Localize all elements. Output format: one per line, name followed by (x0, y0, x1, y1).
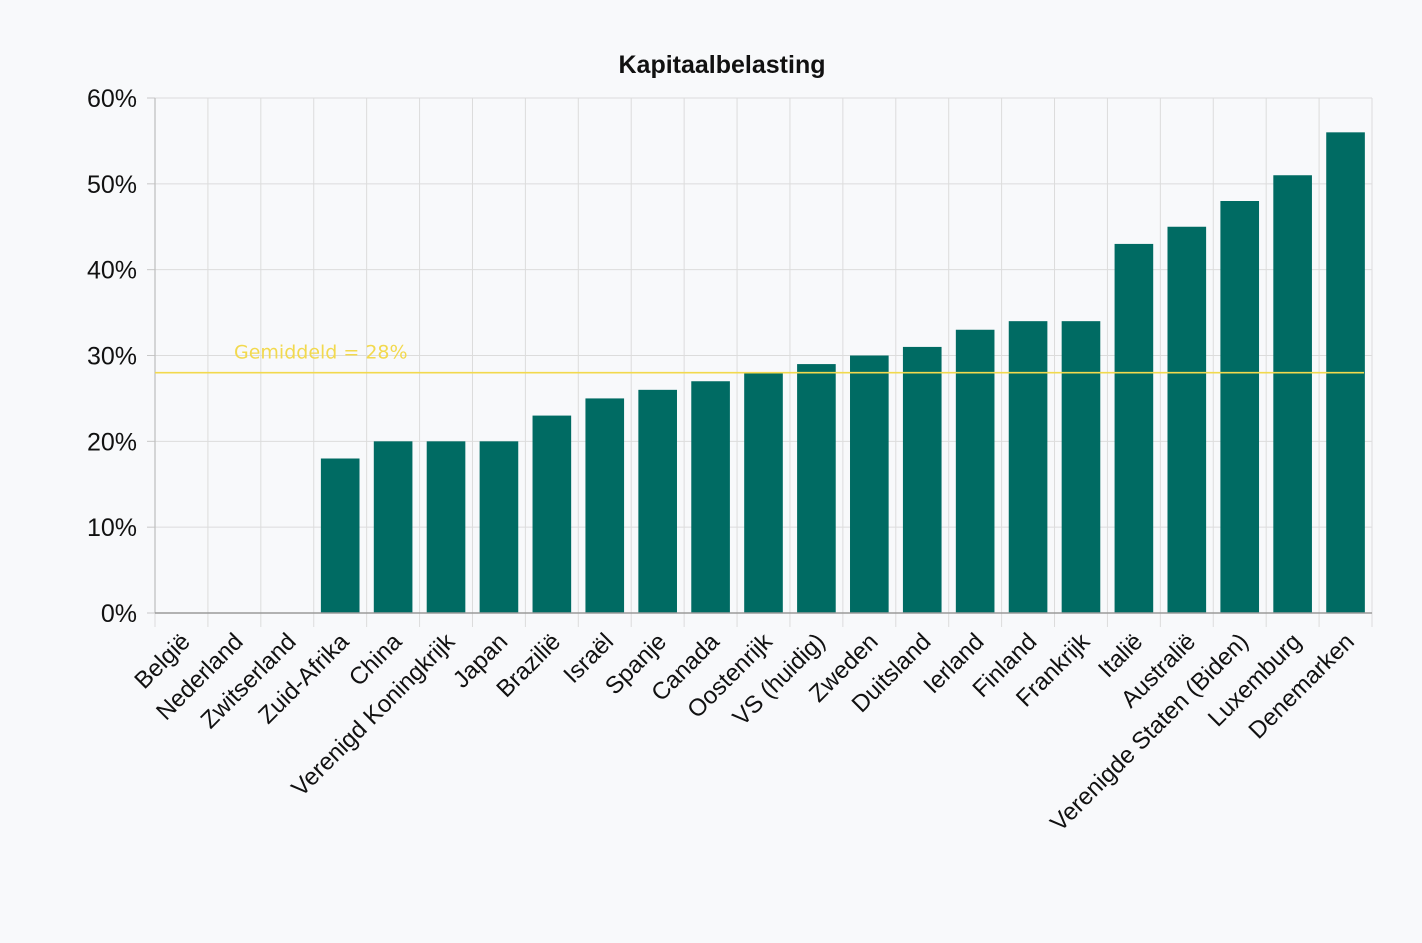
bar (638, 389, 677, 613)
bar (426, 441, 466, 613)
bar (1008, 321, 1048, 613)
y-tick-label: 10% (87, 514, 137, 542)
bar (691, 381, 730, 613)
bar (1061, 321, 1101, 613)
bar (744, 372, 783, 613)
grid (154, 97, 1373, 627)
bars (320, 132, 1365, 614)
bar (955, 329, 995, 613)
bar (373, 441, 413, 613)
bar (479, 441, 519, 613)
y-tick-label: 20% (87, 428, 137, 456)
y-tick-label: 0% (101, 600, 137, 628)
y-tick-label: 30% (87, 343, 137, 371)
bar (320, 458, 360, 613)
bar (797, 364, 836, 613)
bar (1167, 226, 1207, 613)
y-tick-label: 60% (87, 85, 137, 113)
y-tick-labels: 0% 10% 20% 30% 40% 50% 60% (87, 85, 137, 628)
x-tick-labels: BelgiëNederlandZwitserlandZuid-AfrikaChi… (129, 627, 1359, 836)
bar (585, 398, 625, 613)
y-tick-label: 40% (87, 257, 137, 285)
reference-line-group: Gemiddeld = 28% (155, 342, 1364, 374)
bar (532, 415, 572, 613)
bar (1220, 201, 1260, 613)
bar (1114, 243, 1154, 613)
bar (1273, 175, 1312, 613)
average-label: Gemiddeld = 28% (234, 342, 408, 364)
y-tick-label: 50% (87, 171, 137, 199)
axes (147, 97, 1372, 614)
chart-title: Kapitaalbelasting (619, 51, 826, 79)
bar (850, 355, 889, 613)
bar (902, 346, 942, 613)
